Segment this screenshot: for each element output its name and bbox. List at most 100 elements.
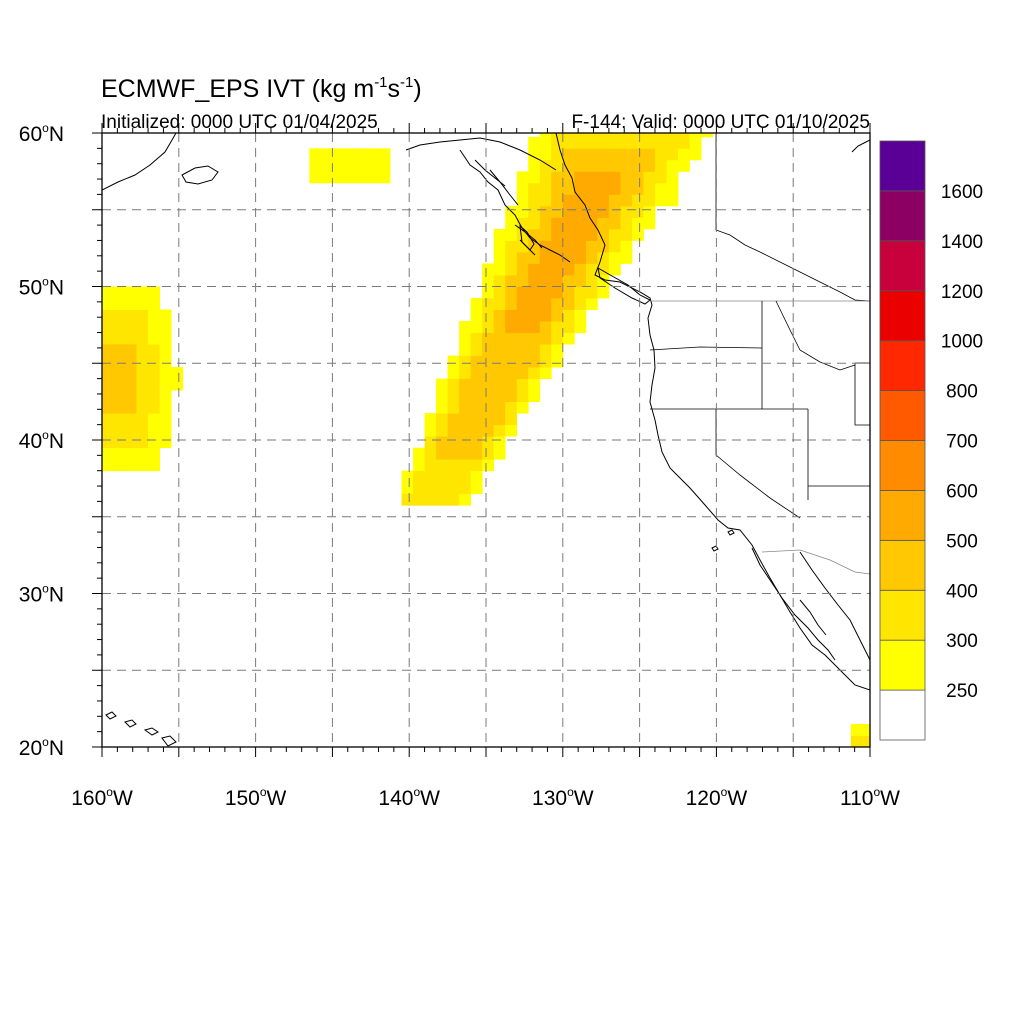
ivt-cell: [136, 332, 149, 345]
ivt-cell: [493, 251, 506, 264]
ivt-cell: [597, 286, 610, 299]
ivt-cell: [136, 447, 149, 460]
ivt-cell: [516, 205, 529, 218]
ivt-cell: [643, 133, 656, 138]
ivt-cell: [493, 274, 506, 287]
ivt-cell: [574, 263, 587, 276]
ivt-cell: [436, 493, 448, 506]
ivt-cell: [654, 194, 667, 207]
ivt-cell: [539, 367, 552, 379]
lon-label: 160oW: [71, 785, 133, 810]
ivt-cell: [505, 217, 518, 230]
ivt-cell: [493, 447, 506, 460]
ivt-cell: [148, 390, 160, 403]
ivt-cell: [125, 355, 137, 368]
ivt-cell: [102, 390, 114, 403]
ivt-cell: [447, 470, 460, 483]
ivt-cell: [528, 332, 541, 345]
ivt-cell: [482, 321, 495, 333]
ivt-cell: [562, 309, 575, 322]
ivt-cell: [459, 355, 472, 368]
ivt-cell: [505, 378, 518, 391]
ivt-cell: [102, 424, 114, 437]
ivt-cell: [574, 136, 587, 149]
ivt-cell: [516, 321, 529, 333]
graticule: [102, 133, 870, 747]
ivt-cell: [148, 413, 160, 426]
ivt-cell: [482, 344, 495, 356]
ivt-cell: [620, 136, 633, 149]
lon-label-num: 150: [225, 787, 260, 810]
ivt-cell: [608, 133, 621, 138]
ivt-cell: [159, 344, 172, 356]
ivt-cell: [562, 182, 575, 195]
ivt-cell: [608, 171, 621, 184]
ivt-cell: [470, 424, 483, 437]
ivt-cell: [505, 274, 518, 287]
colorbar-label: 500: [946, 531, 978, 552]
ivt-cell: [470, 470, 483, 483]
ivt-cell: [516, 217, 529, 230]
ivt-cell: [678, 148, 690, 161]
ivt-cell: [597, 251, 610, 264]
ivt-cell: [470, 355, 483, 368]
ivt-cell: [148, 286, 160, 299]
ivt-cell: [528, 286, 541, 299]
lat-label: 40oN: [19, 428, 64, 453]
ivt-cell: [620, 251, 633, 264]
ivt-cell: [528, 182, 541, 195]
ivt-cell: [516, 194, 529, 207]
ivt-cell: [378, 171, 391, 184]
ivt-cell: [343, 159, 356, 172]
ivt-cell: [551, 136, 564, 149]
ivt-cell: [332, 171, 345, 184]
ivt-cell: [125, 436, 137, 449]
ivt-cell: [551, 133, 564, 138]
ivt-cell: [562, 148, 575, 161]
ivt-cell: [493, 321, 506, 333]
ivt-cell: [436, 436, 448, 449]
ivt-cell: [447, 482, 460, 495]
ivt-cell: [585, 148, 598, 161]
ivt-cell: [505, 286, 518, 299]
ivt-cell: [562, 228, 575, 241]
ivt-cell: [459, 344, 472, 356]
ivt-cell: [159, 355, 172, 368]
ivt-cell: [159, 424, 172, 437]
ivt-cell: [597, 194, 610, 207]
ivt-cell: [620, 148, 633, 161]
coastline-haida-gwaii: [519, 224, 535, 251]
ivt-cell: [482, 447, 495, 460]
ivt-cell: [320, 159, 333, 172]
ivt-cell: [493, 424, 506, 437]
ivt-cell: [689, 136, 702, 149]
ivt-cell: [585, 182, 598, 195]
ivt-cell: [470, 413, 483, 426]
ivt-cell: [436, 390, 448, 403]
ivt-cell: [551, 274, 564, 287]
ivt-cell: [505, 344, 518, 356]
ivt-cell: [125, 298, 137, 310]
ivt-cell: [470, 390, 483, 403]
coastline-vancouver-island: [597, 267, 651, 305]
ivt-cell: [516, 309, 529, 322]
ivt-cell: [125, 344, 137, 356]
ivt-cell: [528, 148, 541, 161]
ivt-cell: [551, 217, 564, 230]
ivt-cell: [493, 378, 506, 391]
title-sup-1: -1: [374, 74, 387, 91]
ivt-cell: [574, 182, 587, 195]
ivt-cell: [136, 436, 149, 449]
ivt-cell: [505, 309, 518, 322]
lat-label-hemi: N: [49, 430, 64, 453]
lon-label: 130oW: [532, 785, 594, 810]
ivt-cell: [148, 332, 160, 345]
ivt-cell: [424, 424, 437, 437]
ivt-cell: [574, 321, 587, 333]
subtitle-initialized: Initialized: 0000 UTC 01/04/2025: [101, 112, 378, 133]
ivt-cell: [539, 205, 552, 218]
ivt-cell: [482, 355, 495, 368]
ivt-cell: [585, 194, 598, 207]
ivt-cell: [136, 321, 149, 333]
